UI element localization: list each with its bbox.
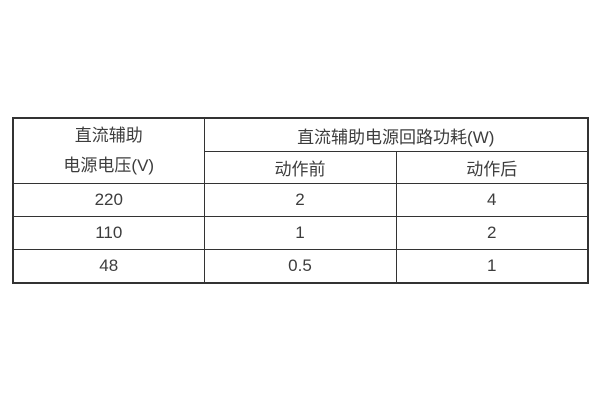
power-consumption-table: 直流辅助 电源电压(V) 直流辅助电源回路功耗(W) 动作前 动作后 220 2… [12,117,589,284]
voltage-header-line1: 直流辅助 [74,126,143,145]
after-action-cell: 2 [395,216,589,250]
voltage-cell: 48 [12,249,205,284]
voltage-cell: 220 [12,183,205,217]
after-action-cell: 1 [395,249,589,284]
after-action-cell: 4 [395,183,589,217]
subheader-after-action: 动作后 [395,151,589,184]
before-action-cell: 0.5 [203,249,397,284]
before-action-cell: 2 [203,183,397,217]
voltage-header-line2: 电源电压(V) [63,156,155,175]
voltage-cell: 110 [12,216,205,250]
before-action-cell: 1 [203,216,397,250]
subheader-before-action: 动作前 [203,151,397,184]
group-header-power-consumption: 直流辅助电源回路功耗(W) [203,117,589,152]
table-row-110v: 110 1 2 [12,216,589,250]
header-row-sub: 动作前 动作后 [13,151,589,184]
voltage-column-header: 直流辅助 电源电压(V) [12,117,205,184]
table-row-48v: 48 0.5 1 [12,249,589,284]
header-row-group: 直流辅助 电源电压(V) 直流辅助电源回路功耗(W) [12,117,589,184]
table-row-220v: 220 2 4 [12,183,589,217]
